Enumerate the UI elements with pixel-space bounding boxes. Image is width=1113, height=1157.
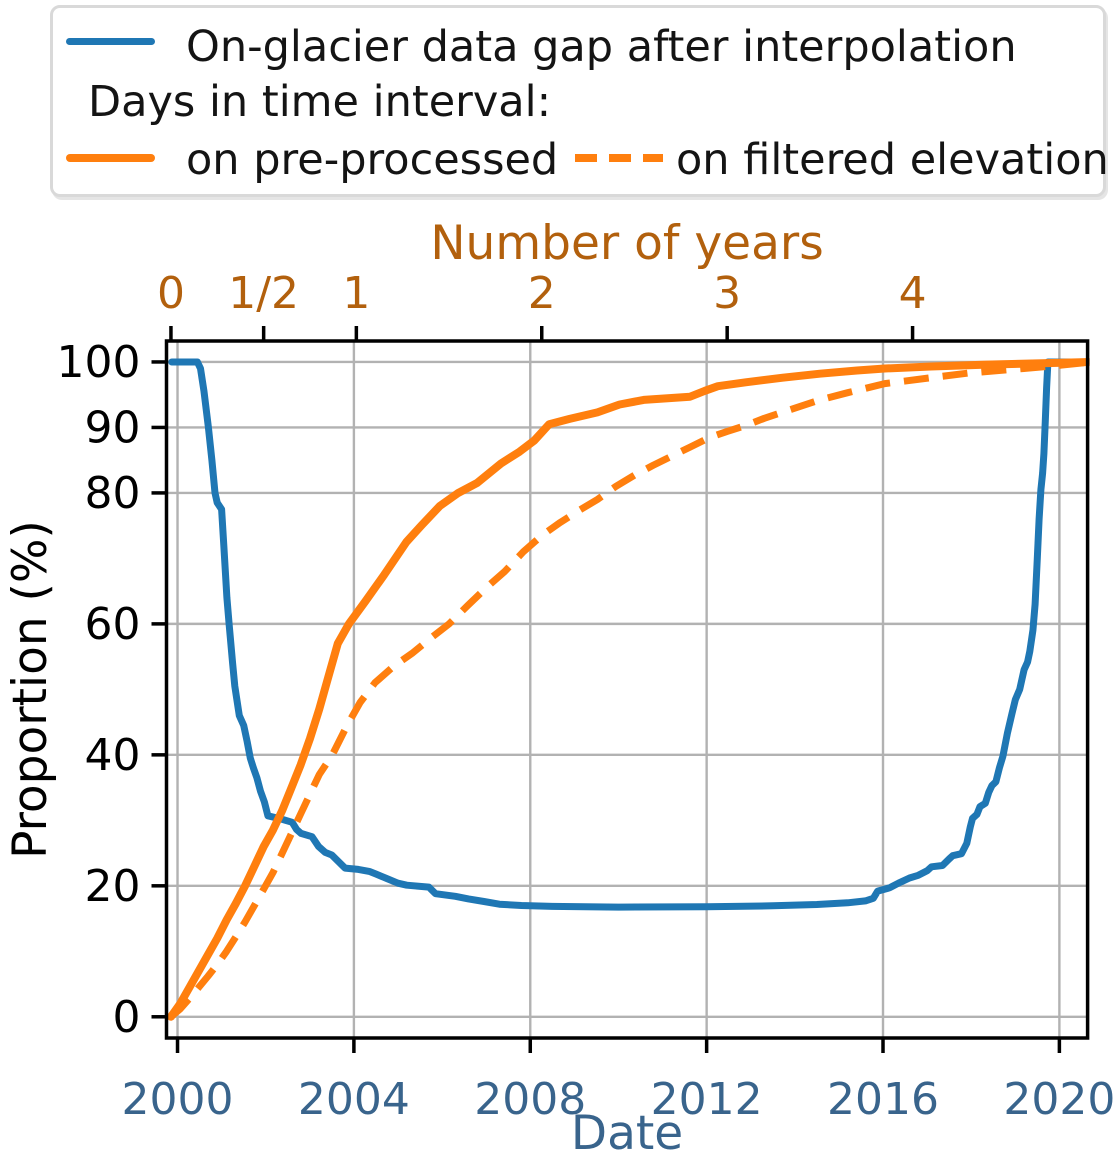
series-line-2 — [168, 358, 1090, 1020]
x-tick-label: 2020 — [1003, 1074, 1113, 1125]
y-tick-label: 90 — [85, 402, 141, 453]
legend-blue-line-swatch — [66, 38, 155, 45]
x-tick-label: 2004 — [298, 1074, 410, 1125]
x-tick-label: 2000 — [122, 1074, 234, 1125]
top-tick-label: 0 — [157, 268, 185, 319]
legend-orange-solid-swatch — [66, 154, 155, 162]
x-tick-label: 2012 — [651, 1074, 763, 1125]
y-tick-label: 40 — [85, 730, 141, 781]
y-tick-label: 80 — [85, 468, 141, 519]
legend: On-glacier data gap after interpolation … — [50, 5, 1109, 197]
y-tick-label: 100 — [57, 337, 141, 388]
top-axis-title: Number of years — [430, 216, 823, 271]
legend-label-data-gap: On-glacier data gap after interpolation — [186, 22, 1017, 72]
plot-border — [164, 339, 1090, 1040]
y-tick-label: 20 — [85, 861, 141, 912]
legend-label-filtered-elevation: on filtered elevation — [676, 135, 1109, 185]
legend-label-pre-processed: on pre-processed — [186, 135, 559, 185]
series-line-1 — [166, 358, 1090, 1021]
legend-label-days-header: Days in time interval: — [88, 77, 552, 127]
top-tick-label: 3 — [713, 268, 741, 319]
x-tick-label: 2008 — [474, 1074, 586, 1125]
y-axis-title: Proportion (%) — [3, 520, 58, 859]
x-axis-title: Date — [571, 1106, 683, 1157]
top-tick-label: 4 — [899, 268, 927, 319]
top-tick-label: 2 — [528, 268, 556, 319]
y-tick-label: 0 — [113, 992, 141, 1043]
top-tick-label: 1 — [342, 268, 370, 319]
x-tick-label: 2016 — [827, 1074, 939, 1125]
y-tick-label: 60 — [85, 599, 141, 650]
legend-orange-dashed-swatch — [575, 154, 663, 162]
top-tick-label: 1/2 — [228, 268, 299, 319]
series-line-0 — [168, 358, 1090, 911]
